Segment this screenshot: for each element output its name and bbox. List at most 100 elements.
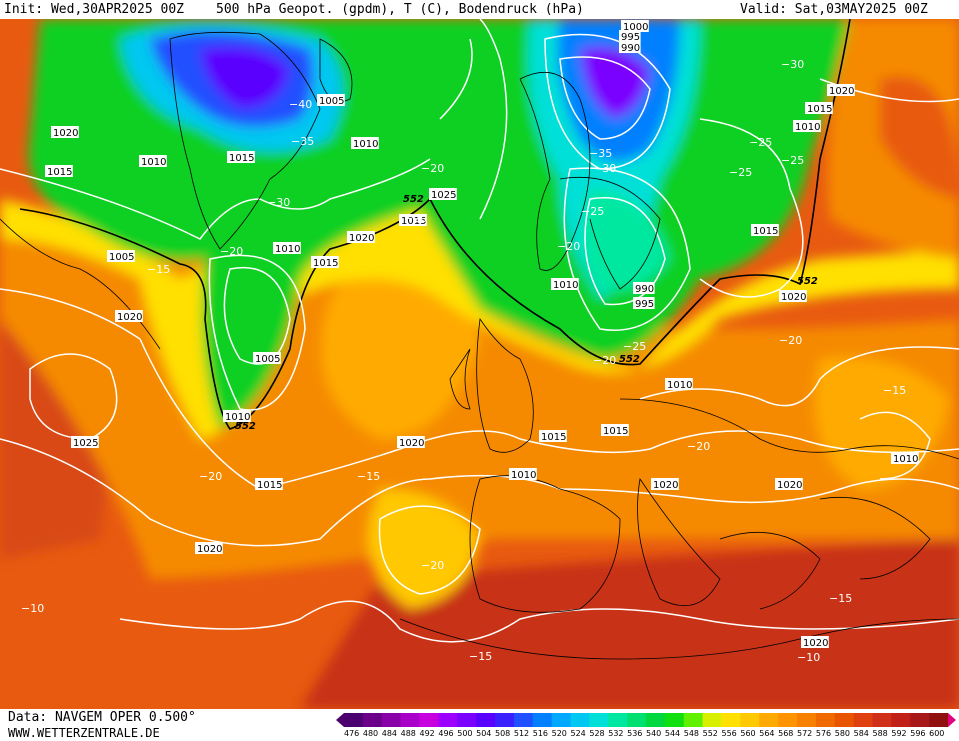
temperature-label: −25 [749, 136, 772, 149]
scale-value: 596 [910, 729, 926, 738]
temperature-label: −20 [557, 240, 580, 253]
scale-cell [438, 713, 458, 727]
scale-value: 500 [457, 729, 473, 738]
temperature-label: −15 [147, 263, 170, 276]
scale-cell [589, 713, 609, 727]
temperature-label: −20 [220, 245, 243, 258]
scale-value: 484 [381, 729, 398, 738]
isobar-label: 1015 [229, 153, 254, 164]
temperature-label: −15 [883, 384, 906, 397]
scale-value: 508 [495, 729, 511, 738]
scale-cell [834, 713, 855, 727]
header-bar: Init: Wed,30APR2025 00Z 500 hPa Geopot. … [0, 0, 959, 19]
website-url: WWW.WETTERZENTRALE.DE [8, 726, 160, 740]
isobar-label-bg [273, 242, 301, 254]
scale-value: 516 [532, 729, 549, 738]
isobar-label-bg [115, 310, 143, 322]
scale-cell [400, 713, 420, 727]
temperature-label: −20 [687, 440, 710, 453]
isobar-label-bg [227, 151, 255, 163]
isobar-label-bg [351, 137, 379, 149]
scale-cell [381, 713, 402, 727]
temperature-label: −10 [797, 651, 820, 664]
scale-value: 492 [419, 729, 435, 738]
scale-value: 504 [476, 729, 492, 738]
isobar-label-bg [793, 120, 821, 132]
isobar-label-bg [429, 188, 457, 200]
isobar-label-bg [619, 30, 641, 42]
isobar-label-bg [621, 20, 649, 32]
scale-value: 552 [702, 729, 718, 738]
isobar-label: 1015 [807, 104, 832, 115]
geopotential-label: 552 [403, 194, 424, 205]
isobar-label: 1010 [275, 244, 300, 255]
scale-cell [778, 713, 798, 727]
isobar-label: 1020 [399, 438, 424, 449]
temperature-label: −15 [469, 650, 492, 663]
isobar-label-bg [317, 94, 345, 106]
isobar-label: 1005 [319, 96, 344, 107]
scale-cell [815, 713, 836, 727]
isobar-label-bg [775, 478, 803, 490]
scale-cell [419, 713, 439, 727]
temperature-label: −30 [781, 58, 804, 71]
isobar-label-bg [539, 430, 567, 442]
temperature-label: −20 [421, 162, 444, 175]
isobar-lines [0, 19, 959, 643]
isobar-label: 1010 [795, 122, 820, 133]
isobar-label-bg [347, 231, 375, 243]
isobar-label: 1020 [117, 312, 142, 323]
geopotential-label: 552 [619, 354, 640, 365]
scale-value: 556 [721, 729, 737, 738]
isobar-label: 1020 [777, 480, 802, 491]
scale-cell [702, 713, 722, 727]
isobar-label-bg [255, 478, 283, 490]
scale-value: 576 [815, 729, 832, 738]
scale-value: 560 [740, 729, 756, 738]
isobar-label-bg [253, 352, 281, 364]
scale-value: 524 [570, 729, 586, 738]
isobar-label: 1010 [141, 157, 166, 168]
isobar-label: 990 [621, 43, 640, 54]
temperature-label: −35 [589, 147, 612, 160]
scale-value: 544 [664, 729, 681, 738]
scale-value: 592 [891, 729, 907, 738]
isobar-label: 1000 [623, 22, 648, 33]
isobar-label-bg [399, 214, 427, 226]
scale-right-arrow [948, 713, 956, 727]
scale-value: 520 [551, 729, 567, 738]
color-scale-bar [336, 713, 956, 727]
scale-value: 496 [438, 729, 454, 738]
scale-value: 540 [646, 729, 662, 738]
scale-cell [344, 713, 364, 727]
scale-cell [683, 713, 704, 727]
scale-value: 488 [400, 729, 416, 738]
isobar-label: 1010 [353, 139, 378, 150]
temperature-label: −20 [421, 559, 444, 572]
isobar-label: 1020 [803, 638, 828, 649]
temperature-label: −30 [267, 196, 290, 209]
isobar-label: 1010 [511, 470, 536, 481]
scale-cell [532, 713, 553, 727]
geopotential-label: 552 [797, 276, 818, 287]
isobar-label-bg [107, 250, 135, 262]
isobar-label: 1015 [47, 167, 72, 178]
isobar-label-bg [779, 290, 807, 302]
temperature-label: −40 [289, 98, 312, 111]
map-title: 500 hPa Geopot. (gpdm), T (C), Bodendruc… [216, 2, 584, 17]
isobar-label-bg [71, 436, 99, 448]
isobar-label-bg [665, 378, 693, 390]
scale-cell [664, 713, 685, 727]
isobar-label-bg [751, 224, 779, 236]
isobar-label-bg [509, 468, 537, 480]
scale-value: 480 [362, 729, 379, 738]
isobar-label-bg [551, 278, 579, 290]
temperature-label: −10 [21, 602, 44, 615]
isobar-label-bg [397, 436, 425, 448]
scale-cell [513, 713, 534, 727]
valid-time: Valid: Sat,03MAY2025 00Z [740, 2, 928, 17]
isobar-label: 1015 [541, 432, 566, 443]
isobar-label-bg [827, 84, 855, 96]
isobar-label: 1010 [553, 280, 578, 291]
scale-value: 572 [797, 729, 813, 738]
